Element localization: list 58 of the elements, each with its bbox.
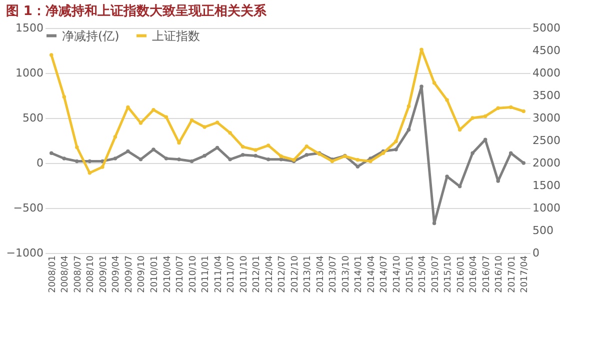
- x-tick-label: 2012/10: [290, 255, 300, 293]
- x-tick-label: 2011/04: [214, 255, 224, 293]
- x-tick-label: 2008/01: [48, 256, 58, 293]
- x-tick-label: 2014/07: [380, 256, 390, 293]
- x-tick-label: 2013/04: [316, 255, 326, 293]
- x-tick-label: 2009/07: [124, 256, 134, 293]
- y2-tick-label: 500: [532, 224, 554, 237]
- y2-tick-label: 5000: [532, 22, 560, 34]
- x-tick-label: 2013/01: [303, 256, 314, 293]
- y-tick-label: 1000: [16, 66, 44, 80]
- x-tick-label: 2014/01: [354, 256, 364, 293]
- x-tick-label: 2017/04: [520, 255, 530, 293]
- x-tick-label: 2010/04: [162, 255, 173, 293]
- x-tick-label: 2008/04: [60, 255, 71, 293]
- x-tick-label: 2010/01: [150, 256, 160, 293]
- x-tick-label: 2012/07: [278, 256, 288, 293]
- x-tick-label: 2015/10: [444, 255, 454, 293]
- y2-tick-label: 0: [532, 246, 540, 260]
- x-tick-label: 2014/04: [366, 255, 377, 293]
- y-tick-label: −500: [13, 202, 44, 214]
- x-tick-label: 2016/10: [494, 255, 505, 293]
- x-tick-label: 2016/07: [482, 256, 492, 293]
- y-tick-label: 0: [36, 156, 44, 170]
- y2-tick-label: 2500: [532, 134, 560, 147]
- x-tick-label: 2012/04: [264, 255, 275, 293]
- legend-label: 上证指数: [152, 28, 200, 43]
- y-tick-label: 1500: [16, 22, 44, 34]
- x-tick-label: 2012/01: [252, 256, 262, 293]
- x-tick-label: 2013/07: [328, 256, 339, 293]
- y2-tick-label: 4000: [532, 66, 560, 80]
- x-tick-label: 2008/07: [73, 256, 84, 293]
- y2-tick-label: 3000: [532, 112, 560, 124]
- chart-title: 图 1：净减持和上证指数大致呈现正相关关系: [6, 3, 268, 19]
- legend-label: 净减持(亿): [62, 28, 120, 43]
- x-tick-label: 2009/10: [137, 255, 148, 293]
- x-tick-label: 2011/10: [239, 255, 250, 293]
- y2-tick-label: 1000: [532, 202, 560, 214]
- x-tick-label: 2011/01: [201, 256, 212, 293]
- x-tick-label: 2017/01: [507, 256, 518, 293]
- x-tick-label: 2016/01: [456, 256, 466, 293]
- x-tick-label: 2011/07: [226, 256, 237, 293]
- y-tick-label: −1000: [6, 246, 44, 260]
- x-tick-label: 2014/10: [392, 255, 402, 293]
- x-tick-label: 2010/07: [176, 256, 186, 293]
- y2-tick-label: 3500: [532, 89, 560, 102]
- x-tick-label: 2016/04: [469, 255, 480, 293]
- x-tick-label: 2009/04: [112, 255, 122, 293]
- x-tick-label: 2015/04: [418, 255, 428, 293]
- y2-tick-label: 4500: [532, 44, 560, 57]
- x-tick-label: 2015/01: [405, 256, 416, 293]
- x-tick-label: 2013/10: [341, 255, 352, 293]
- x-tick-label: 2010/10: [188, 255, 198, 293]
- x-tick-label: 2009/01: [98, 256, 109, 293]
- x-tick-label: 2008/10: [86, 255, 96, 293]
- y2-tick-label: 1500: [532, 179, 560, 192]
- y-tick-label: 500: [22, 112, 44, 124]
- x-tick-label: 2015/07: [430, 256, 441, 293]
- y2-tick-label: 2000: [532, 156, 560, 170]
